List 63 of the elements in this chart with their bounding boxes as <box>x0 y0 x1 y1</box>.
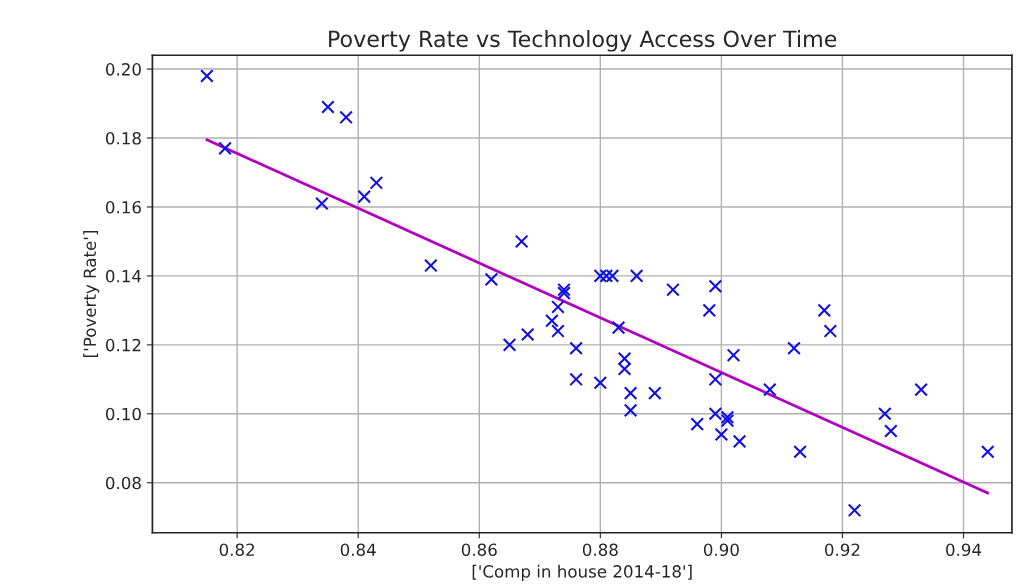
y-tick-label: 0.18 <box>105 131 141 145</box>
point <box>666 282 680 297</box>
point <box>847 503 862 518</box>
point <box>914 382 928 397</box>
point <box>545 313 559 328</box>
point <box>714 427 729 442</box>
x-tick-label: 0.88 <box>582 543 618 557</box>
point <box>218 141 232 156</box>
point <box>569 341 583 356</box>
point <box>877 406 892 421</box>
point <box>629 269 644 283</box>
point <box>514 234 529 249</box>
point <box>569 372 583 387</box>
point <box>423 258 438 273</box>
point <box>708 279 723 294</box>
point <box>762 382 777 397</box>
x-tick-label: 0.90 <box>703 543 739 557</box>
chart-title: Poverty Rate vs Technology Access Over Time <box>329 30 837 52</box>
point <box>817 303 832 318</box>
x-tick-label: 0.82 <box>219 543 255 557</box>
point <box>599 269 614 283</box>
point <box>617 351 632 366</box>
point <box>793 444 807 459</box>
y-tick-label: 0.16 <box>105 200 141 214</box>
y-tick-label: 0.12 <box>105 338 141 352</box>
point <box>732 434 747 449</box>
point <box>980 444 995 459</box>
x-tick-label: 0.84 <box>340 543 376 557</box>
point <box>823 324 838 338</box>
point <box>339 110 353 125</box>
point <box>484 272 499 287</box>
point <box>502 338 517 352</box>
x-tick-label: 0.86 <box>461 543 497 557</box>
point <box>369 175 384 190</box>
point <box>884 424 898 438</box>
point <box>708 372 723 387</box>
point <box>315 196 329 211</box>
point <box>593 375 608 390</box>
x-tick-label: 0.92 <box>824 543 860 557</box>
y-axis-title: ['Poverty Rate'] <box>83 231 100 357</box>
point <box>690 417 705 431</box>
y-tick-label: 0.10 <box>105 407 141 421</box>
y-tick-label: 0.20 <box>105 63 141 76</box>
point <box>611 320 626 335</box>
point <box>623 403 638 418</box>
point <box>357 189 372 204</box>
y-tick-label: 0.08 <box>105 476 141 490</box>
point <box>551 324 565 338</box>
point <box>787 341 801 356</box>
point <box>520 327 535 342</box>
point <box>617 362 632 376</box>
x-tick-label: 0.94 <box>946 543 982 557</box>
point <box>647 386 662 400</box>
point <box>200 69 214 83</box>
point <box>551 300 565 314</box>
point <box>557 286 571 300</box>
point <box>702 303 717 318</box>
point <box>623 386 638 400</box>
point <box>321 100 335 114</box>
point <box>726 348 741 363</box>
x-axis-title: ['Comp in house 2014-18'] <box>472 564 692 581</box>
y-tick-label: 0.14 <box>105 269 142 283</box>
point <box>557 282 571 297</box>
